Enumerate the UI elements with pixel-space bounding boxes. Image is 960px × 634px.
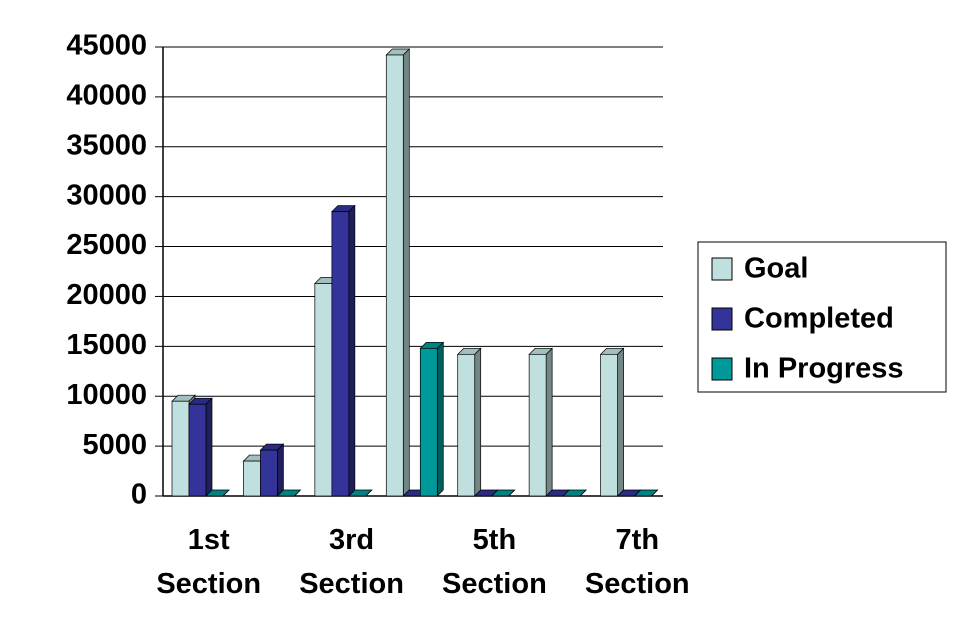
bar bbox=[314, 283, 333, 497]
bar bbox=[600, 353, 618, 497]
y-tick-label: 10000 bbox=[66, 379, 147, 411]
y-tick-label: 25000 bbox=[66, 229, 147, 261]
bar-side bbox=[222, 489, 230, 497]
y-tick-label: 0 bbox=[131, 479, 147, 511]
x-tick-label: 5th Section bbox=[442, 524, 547, 600]
y-tick-label: 30000 bbox=[66, 179, 147, 211]
y-tick-label: 45000 bbox=[66, 30, 147, 62]
legend-label: In Progress bbox=[744, 353, 904, 385]
bar-side bbox=[294, 489, 301, 497]
y-tick-label: 5000 bbox=[82, 429, 147, 461]
bar-side bbox=[508, 489, 515, 497]
bar-side bbox=[365, 489, 373, 497]
bar bbox=[260, 449, 278, 497]
bar-side bbox=[205, 397, 213, 497]
bar-side bbox=[402, 48, 410, 497]
bar-side bbox=[651, 489, 658, 497]
bar bbox=[528, 353, 547, 497]
legend-swatch bbox=[711, 307, 733, 331]
bar-side bbox=[348, 204, 356, 497]
bar-side bbox=[277, 443, 284, 497]
bar bbox=[188, 403, 207, 497]
bar bbox=[457, 353, 476, 497]
bar-side bbox=[617, 347, 624, 497]
x-tick-label: 7th Section bbox=[584, 524, 690, 600]
legend-label: Goal bbox=[744, 253, 808, 285]
bar-side bbox=[436, 341, 444, 497]
bar bbox=[243, 460, 261, 497]
legend-swatch bbox=[711, 257, 733, 281]
y-tick-label: 20000 bbox=[66, 279, 147, 311]
legend-box bbox=[697, 241, 947, 393]
bar bbox=[419, 347, 438, 497]
bar-side bbox=[474, 347, 482, 497]
x-tick-label: 1st Section bbox=[156, 524, 262, 600]
x-tick-label: 3rd Section bbox=[299, 524, 404, 600]
legend-label: Completed bbox=[744, 303, 894, 335]
bar-side bbox=[579, 489, 587, 497]
y-tick-label: 40000 bbox=[66, 80, 147, 112]
bar bbox=[171, 400, 190, 497]
bar bbox=[385, 54, 404, 497]
y-tick-label: 15000 bbox=[66, 329, 147, 361]
bar bbox=[331, 211, 350, 497]
bar-side bbox=[545, 347, 553, 497]
y-tick-label: 35000 bbox=[66, 129, 147, 161]
legend-swatch bbox=[711, 357, 733, 381]
